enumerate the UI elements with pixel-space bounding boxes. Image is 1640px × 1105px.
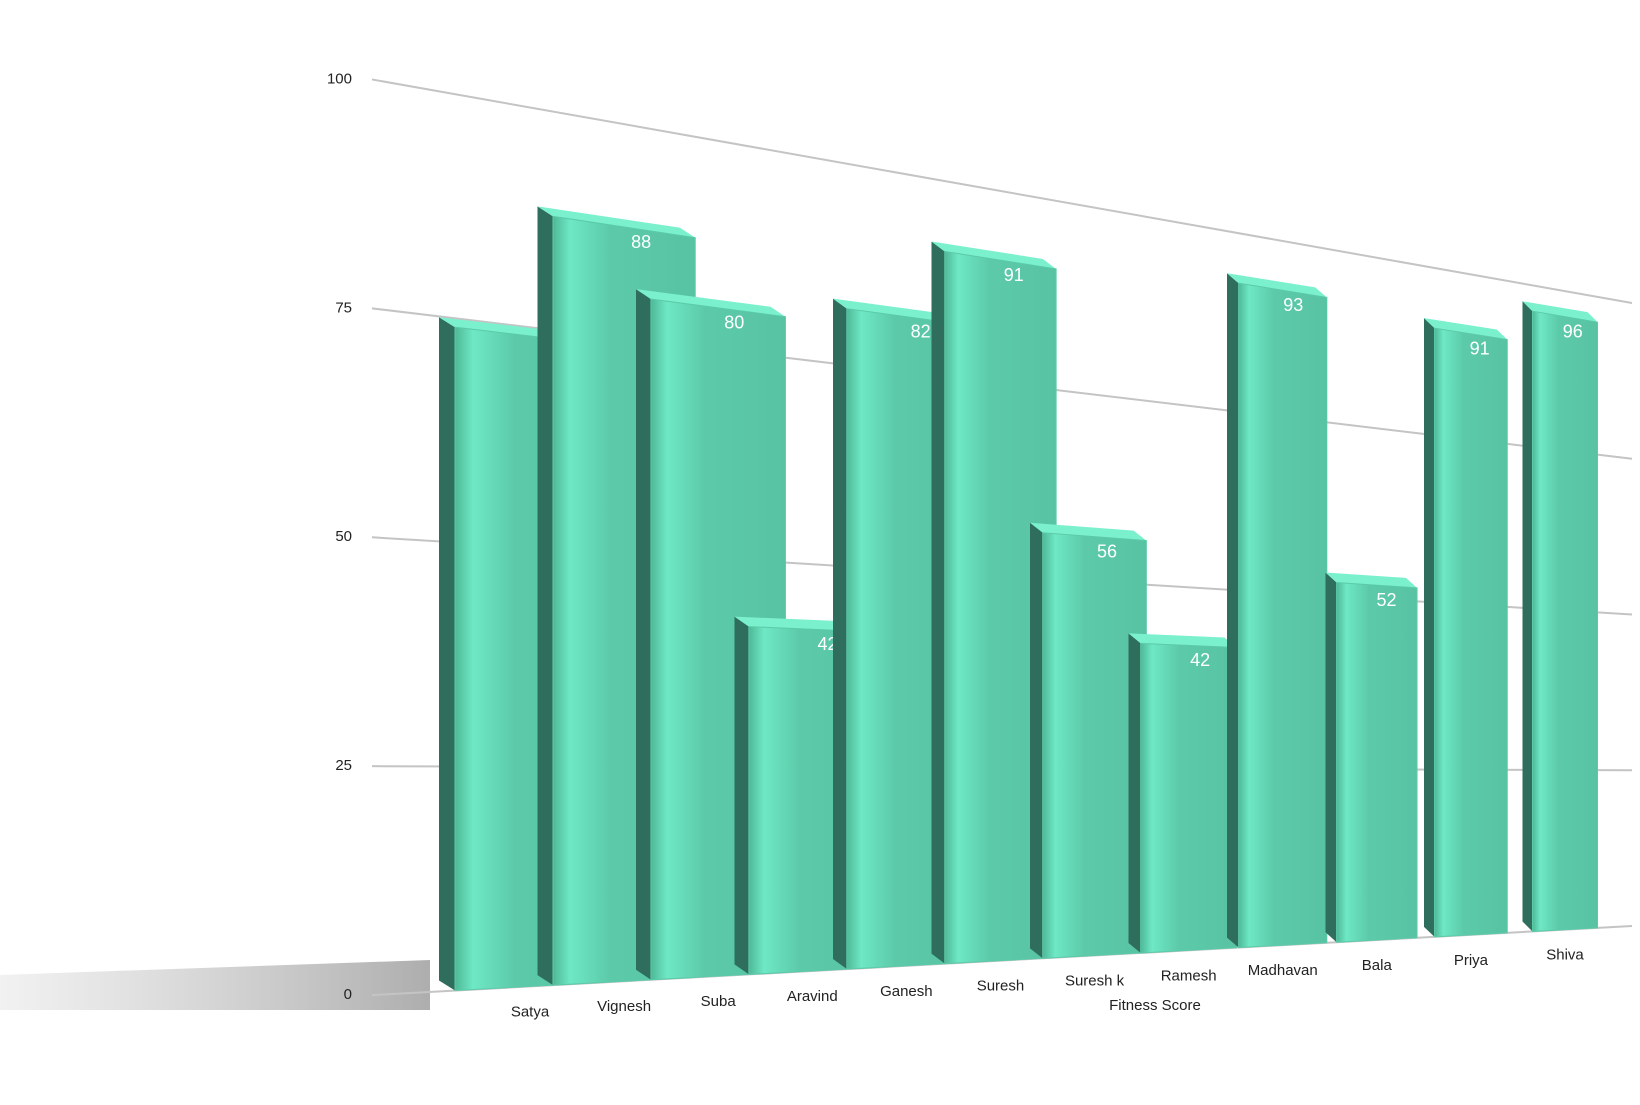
value-label: 56 [1097,541,1117,561]
bar [1336,582,1418,943]
x-axis-title: Fitness Score [1109,997,1201,1014]
bar [1140,642,1238,954]
bar-top [537,206,696,238]
bar-side [931,241,945,964]
y-tick-label: 0 [344,986,352,1003]
value-label: 88 [631,232,651,252]
bar [1434,327,1508,938]
value-label: 52 [1376,590,1396,610]
bar-side [1030,522,1043,959]
bar-top [1325,572,1418,588]
x-tick-label: Suba [701,993,737,1010]
y-tick-label: 25 [335,757,352,774]
bar [944,250,1057,965]
bar-top [1424,318,1508,340]
grid-line [371,78,1633,304]
x-tick-label: Aravind [787,988,838,1005]
value-label: 96 [1563,321,1583,341]
value-label: 42 [817,634,837,654]
bar-side [537,206,553,986]
bar-side [833,298,847,970]
x-tick-label: Satya [511,1003,550,1020]
bar [1532,310,1598,932]
x-tick-label: Suresh [977,978,1025,995]
floor-shadow [0,960,430,1010]
y-tick-label: 75 [335,299,352,316]
bar [1042,532,1147,959]
x-tick-label: Vignesh [597,998,651,1015]
value-label: 91 [1470,339,1490,359]
value-label: 93 [1283,295,1303,315]
bar-side [1128,633,1141,953]
x-tick-label: Madhavan [1248,962,1318,979]
bar-top [1030,522,1147,541]
bar-side [1424,318,1435,937]
bar-side [636,289,651,980]
value-label: 42 [1190,650,1210,670]
bar-side [439,317,455,991]
bar-top [1227,273,1327,298]
bar-side [1325,572,1337,943]
value-label: 80 [724,313,744,333]
bar-side [1522,301,1533,932]
bar-top [636,289,786,317]
y-tick-label: 100 [327,70,352,87]
bar-top [931,241,1057,269]
bar-side [734,616,749,975]
bar-top [1522,301,1598,323]
x-tick-label: Suresh k [1065,972,1125,989]
bar-side [1227,273,1239,948]
value-label: 91 [1004,265,1024,285]
x-tick-label: Ganesh [880,983,933,1000]
x-tick-label: Priya [1454,952,1489,969]
value-label: 82 [911,321,931,341]
x-tick-label: Shiva [1546,947,1584,964]
x-tick-label: Ramesh [1161,967,1217,984]
x-tick-label: Bala [1362,957,1393,974]
bar [1238,282,1328,949]
y-tick-label: 50 [335,528,352,545]
